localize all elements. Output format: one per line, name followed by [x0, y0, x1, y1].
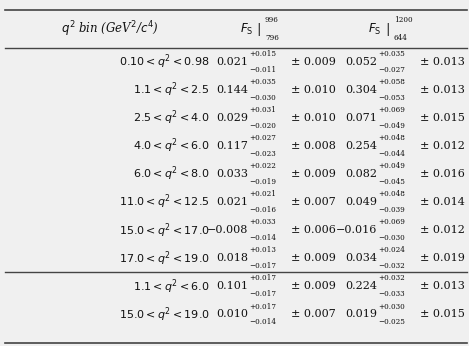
Text: $q^2$ bin (GeV$^2$/$c^4$): $q^2$ bin (GeV$^2$/$c^4$) — [61, 19, 159, 39]
Text: +0.069: +0.069 — [378, 218, 405, 226]
Text: 644: 644 — [394, 34, 408, 43]
Text: ± 0.016: ± 0.016 — [420, 169, 465, 179]
Text: −0.049: −0.049 — [378, 122, 405, 130]
Text: 0.254: 0.254 — [346, 141, 378, 151]
Text: −0.016: −0.016 — [250, 206, 277, 214]
Text: +0.032: +0.032 — [378, 274, 405, 282]
Text: $1.1 < q^2 < 6.0$: $1.1 < q^2 < 6.0$ — [133, 277, 210, 296]
Text: 0.071: 0.071 — [346, 113, 378, 123]
Text: ± 0.009: ± 0.009 — [291, 57, 336, 67]
Text: −0.014: −0.014 — [250, 318, 277, 326]
Text: 0.021: 0.021 — [217, 197, 249, 207]
Text: ± 0.013: ± 0.013 — [420, 281, 465, 291]
Text: ± 0.009: ± 0.009 — [291, 169, 336, 179]
Text: $2.5 < q^2 < 4.0$: $2.5 < q^2 < 4.0$ — [133, 109, 210, 127]
Text: +0.022: +0.022 — [250, 162, 276, 170]
Text: 0.034: 0.034 — [346, 253, 378, 263]
Text: +0.033: +0.033 — [250, 218, 276, 226]
Text: −0.032: −0.032 — [378, 262, 405, 270]
Text: −0.019: −0.019 — [250, 178, 277, 186]
Text: +0.024: +0.024 — [378, 246, 405, 254]
Text: +0.049: +0.049 — [378, 162, 405, 170]
Text: 0.052: 0.052 — [346, 57, 378, 67]
Text: −0.044: −0.044 — [378, 150, 405, 158]
Text: +0.017: +0.017 — [250, 274, 277, 282]
Text: |: | — [257, 22, 261, 36]
Text: ± 0.009: ± 0.009 — [291, 253, 336, 263]
Text: 996: 996 — [265, 16, 279, 24]
Text: +0.030: +0.030 — [378, 302, 405, 310]
Text: +0.017: +0.017 — [250, 302, 277, 310]
Text: 0.010: 0.010 — [217, 309, 249, 319]
Text: $6.0 < q^2 < 8.0$: $6.0 < q^2 < 8.0$ — [133, 165, 210, 183]
Text: 0.082: 0.082 — [346, 169, 378, 179]
Text: −0.030: −0.030 — [378, 234, 405, 242]
Text: ± 0.006: ± 0.006 — [291, 225, 336, 235]
Text: +0.069: +0.069 — [378, 106, 405, 114]
Text: −0.008: −0.008 — [207, 225, 249, 235]
Text: ± 0.007: ± 0.007 — [291, 309, 335, 319]
Text: −0.011: −0.011 — [250, 66, 277, 74]
Text: ± 0.012: ± 0.012 — [420, 141, 465, 151]
Text: ± 0.019: ± 0.019 — [420, 253, 465, 263]
Text: −0.025: −0.025 — [378, 318, 405, 326]
Text: ± 0.010: ± 0.010 — [291, 85, 336, 95]
Text: |: | — [386, 22, 390, 36]
Text: 0.018: 0.018 — [217, 253, 249, 263]
Text: +0.021: +0.021 — [250, 190, 277, 198]
Text: 0.117: 0.117 — [217, 141, 249, 151]
Text: ± 0.013: ± 0.013 — [420, 57, 465, 67]
Text: $15.0 < q^2 < 19.0$: $15.0 < q^2 < 19.0$ — [119, 305, 210, 324]
Text: −0.017: −0.017 — [250, 290, 277, 298]
Text: +0.035: +0.035 — [378, 50, 405, 58]
Text: −0.045: −0.045 — [378, 178, 405, 186]
Text: $F_\mathrm{S}$: $F_\mathrm{S}$ — [240, 21, 253, 37]
Text: $1.1 < q^2 < 2.5$: $1.1 < q^2 < 2.5$ — [133, 81, 210, 99]
Text: +0.058: +0.058 — [378, 78, 405, 86]
Text: 0.019: 0.019 — [346, 309, 378, 319]
Text: −0.023: −0.023 — [250, 150, 276, 158]
Text: 796: 796 — [265, 34, 279, 43]
Text: −0.016: −0.016 — [336, 225, 378, 235]
Text: −0.020: −0.020 — [250, 122, 276, 130]
Text: ± 0.015: ± 0.015 — [420, 113, 465, 123]
Text: ± 0.007: ± 0.007 — [291, 197, 335, 207]
Text: ± 0.012: ± 0.012 — [420, 225, 465, 235]
Text: $F_\mathrm{S}$: $F_\mathrm{S}$ — [369, 21, 382, 37]
Text: 0.029: 0.029 — [217, 113, 249, 123]
Text: −0.017: −0.017 — [250, 262, 277, 270]
Text: ± 0.009: ± 0.009 — [291, 281, 336, 291]
Text: +0.015: +0.015 — [250, 50, 277, 58]
Text: 0.033: 0.033 — [217, 169, 249, 179]
Text: −0.030: −0.030 — [250, 94, 276, 102]
Text: $0.10 < q^2 < 0.98$: $0.10 < q^2 < 0.98$ — [119, 53, 210, 71]
Text: +0.035: +0.035 — [250, 78, 276, 86]
Text: 0.304: 0.304 — [346, 85, 378, 95]
Text: −0.014: −0.014 — [250, 234, 277, 242]
Text: 0.101: 0.101 — [217, 281, 249, 291]
Text: $15.0 < q^2 < 17.0$: $15.0 < q^2 < 17.0$ — [119, 221, 210, 239]
Text: ± 0.010: ± 0.010 — [291, 113, 336, 123]
Text: +0.048: +0.048 — [378, 190, 405, 198]
Text: ± 0.013: ± 0.013 — [420, 85, 465, 95]
Text: 0.144: 0.144 — [217, 85, 249, 95]
Text: ± 0.015: ± 0.015 — [420, 309, 465, 319]
Text: 0.224: 0.224 — [346, 281, 378, 291]
Text: 1200: 1200 — [394, 16, 413, 24]
Text: ± 0.014: ± 0.014 — [420, 197, 465, 207]
Text: −0.039: −0.039 — [378, 206, 405, 214]
Text: +0.027: +0.027 — [250, 134, 276, 142]
Text: $17.0 < q^2 < 19.0$: $17.0 < q^2 < 19.0$ — [119, 249, 210, 267]
Text: 0.021: 0.021 — [217, 57, 249, 67]
Text: +0.013: +0.013 — [250, 246, 276, 254]
Text: 0.049: 0.049 — [346, 197, 378, 207]
Text: −0.027: −0.027 — [378, 66, 405, 74]
Text: −0.053: −0.053 — [378, 94, 405, 102]
Text: +0.031: +0.031 — [250, 106, 276, 114]
Text: +0.048: +0.048 — [378, 134, 405, 142]
Text: $11.0 < q^2 < 12.5$: $11.0 < q^2 < 12.5$ — [119, 193, 210, 211]
Text: −0.033: −0.033 — [378, 290, 405, 298]
Text: $4.0 < q^2 < 6.0$: $4.0 < q^2 < 6.0$ — [133, 137, 210, 155]
Text: ± 0.008: ± 0.008 — [291, 141, 336, 151]
